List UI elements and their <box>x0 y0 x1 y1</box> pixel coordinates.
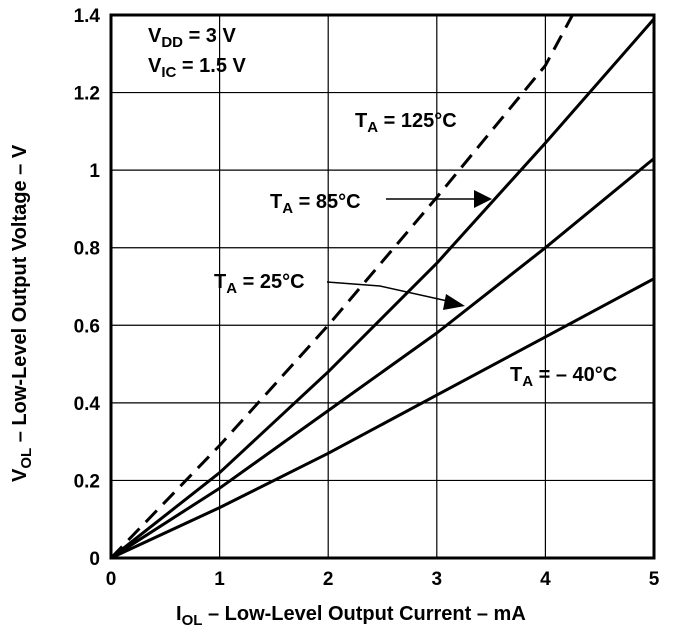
series-line-1 <box>110 17 656 560</box>
x-tick-label: 0 <box>106 569 117 590</box>
plot-frame <box>109 13 656 560</box>
grid <box>111 15 654 558</box>
x-tick-labels: 0 1 2 3 4 5 <box>106 569 660 590</box>
series-line-3 <box>110 277 655 560</box>
y-tick-label: 1.2 <box>74 84 100 105</box>
annotation-ta-minus40: TA = – 40°C <box>510 364 617 390</box>
x-tick-label: 4 <box>540 569 551 590</box>
y-tick-label: 0.8 <box>74 239 100 260</box>
series-line-2 <box>110 157 655 560</box>
y-tick-labels: 0 0.2 0.4 0.6 0.8 1 1.2 1.4 <box>74 6 101 570</box>
y-tick-label: 0.2 <box>74 471 100 492</box>
y-tick-label: 1.4 <box>74 6 101 27</box>
y-tick-label: 0 <box>89 549 100 570</box>
x-tick-label: 5 <box>649 569 660 590</box>
x-tick-label: 1 <box>214 569 225 590</box>
y-tick-label: 1 <box>89 161 100 182</box>
arrow-25-line-2 <box>379 285 453 303</box>
arrow-25-line <box>326 281 381 287</box>
x-tick-label: 2 <box>323 569 334 590</box>
annotation-ta-85: TA = 85°C <box>270 191 361 217</box>
annotation-ta-25: TA = 25°C <box>214 271 305 297</box>
y-tick-label: 0.4 <box>74 394 101 415</box>
arrow-85-head <box>474 190 492 208</box>
series-group <box>109 14 656 560</box>
arrow-25-head <box>443 294 465 310</box>
y-tick-label: 0.6 <box>74 316 100 337</box>
x-axis-label: IOL – Low-Level Output Current – mA <box>176 603 526 629</box>
x-tick-label: 3 <box>432 569 443 590</box>
annotation-ta-125: TA = 125°C <box>355 110 457 136</box>
y-axis-label: VOL – Low-Level Output Voltage – V <box>9 144 35 482</box>
condition-vdd: VDD = 3 V <box>148 25 236 51</box>
series-line-0 <box>109 14 574 560</box>
condition-vic: VIC = 1.5 V <box>148 55 246 81</box>
